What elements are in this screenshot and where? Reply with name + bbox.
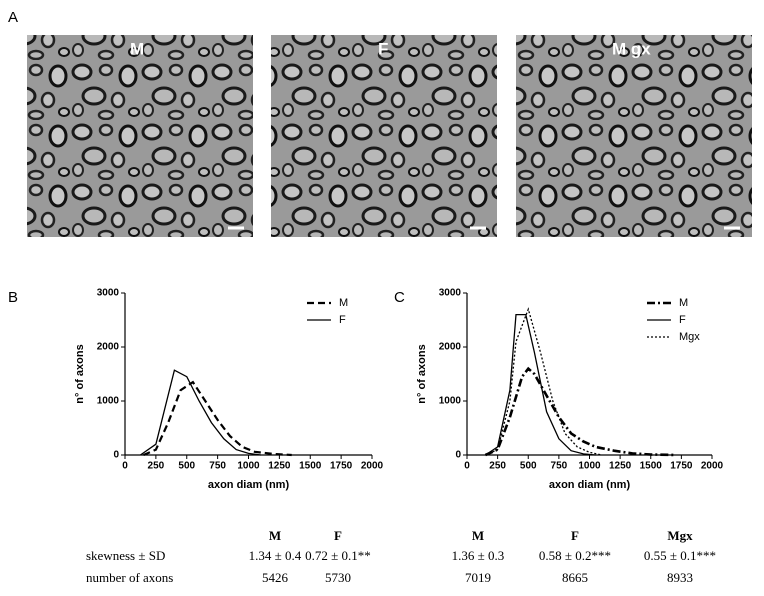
y-tick-label: 1000 <box>97 396 120 407</box>
micrograph: M gx <box>516 35 752 237</box>
table-cell: 0.58 ± 0.2*** <box>539 548 611 563</box>
table-cell: 5426 <box>262 570 289 585</box>
y-tick-label: 2000 <box>97 342 120 353</box>
micrograph-label: M <box>130 39 144 58</box>
x-tick-label: 1500 <box>640 461 663 472</box>
table-cell: 8933 <box>667 570 693 585</box>
x-tick-label: 750 <box>209 461 226 472</box>
x-tick-label: 250 <box>148 461 165 472</box>
y-tick-label: 2000 <box>439 342 462 353</box>
y-tick-label: 3000 <box>97 288 120 299</box>
y-tick-label: 3000 <box>439 288 462 299</box>
table-header: Mgx <box>667 528 693 543</box>
table-cell: 7019 <box>465 570 491 585</box>
row-label: number of axons <box>86 570 173 585</box>
x-tick-label: 1500 <box>299 461 322 472</box>
series-line <box>485 313 596 456</box>
table-cell: 0.55 ± 0.1*** <box>644 548 716 563</box>
legend-label: F <box>679 314 686 326</box>
x-tick-label: 2000 <box>361 461 384 472</box>
table-header: M <box>269 528 281 543</box>
y-tick-label: 0 <box>455 450 461 461</box>
panel-label: A <box>8 9 18 26</box>
x-tick-label: 0 <box>464 461 470 472</box>
series-line <box>140 369 261 456</box>
x-tick-label: 2000 <box>701 461 724 472</box>
x-axis-label: axon diam (nm) <box>549 479 631 491</box>
micrograph: M <box>27 35 253 237</box>
x-tick-label: 1250 <box>609 461 632 472</box>
x-tick-label: 1750 <box>670 461 693 472</box>
table-cell: 0.72 ± 0.1** <box>305 548 371 563</box>
micrograph-label: M gx <box>612 39 651 58</box>
series-line <box>484 366 676 457</box>
table-cell: 1.34 ± 0.4 <box>249 548 302 563</box>
y-tick-label: 0 <box>113 450 119 461</box>
x-tick-label: 500 <box>178 461 195 472</box>
table-cell: 8665 <box>562 570 588 585</box>
table-cell: 1.36 ± 0.3 <box>452 548 505 563</box>
series-line <box>143 380 292 457</box>
legend-label: M <box>339 297 348 309</box>
legend-label: Mgx <box>679 331 700 343</box>
x-tick-label: 1000 <box>237 461 260 472</box>
micrograph-label: F <box>378 39 388 58</box>
x-tick-label: 0 <box>122 461 128 472</box>
micrograph: F <box>271 35 497 237</box>
series-line <box>485 307 602 456</box>
y-axis-label: n° of axons <box>74 344 86 403</box>
panel-label: C <box>394 289 405 306</box>
legend-label: M <box>679 297 688 309</box>
table-cell: 5730 <box>325 570 351 585</box>
row-label: skewness ± SD <box>86 548 165 563</box>
x-tick-label: 250 <box>489 461 506 472</box>
table-header: F <box>571 528 579 543</box>
table-header: M <box>472 528 484 543</box>
x-tick-label: 500 <box>520 461 537 472</box>
legend-label: F <box>339 314 346 326</box>
x-axis-label: axon diam (nm) <box>208 479 290 491</box>
table-header: F <box>334 528 342 543</box>
y-tick-label: 1000 <box>439 396 462 407</box>
x-tick-label: 1750 <box>330 461 353 472</box>
panel-label: B <box>8 289 18 306</box>
x-tick-label: 1250 <box>268 461 291 472</box>
x-tick-label: 1000 <box>578 461 601 472</box>
x-tick-label: 750 <box>551 461 568 472</box>
y-axis-label: n° of axons <box>416 344 428 403</box>
